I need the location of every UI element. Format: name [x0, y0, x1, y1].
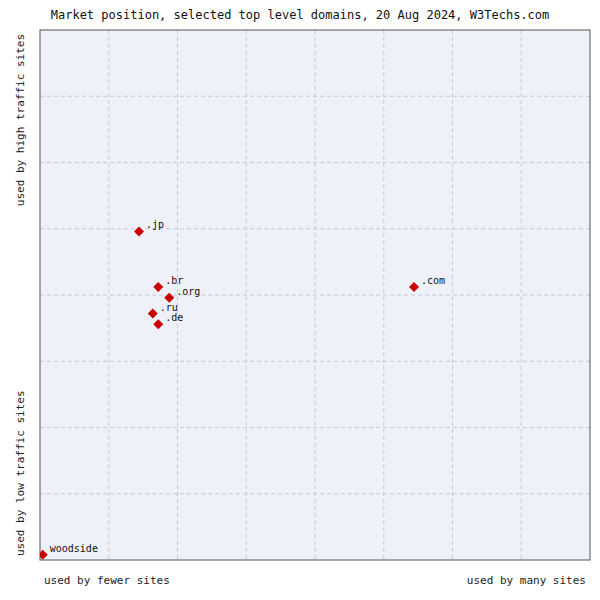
- title: Market position, selected top level doma…: [51, 8, 550, 22]
- point-label: .jp: [146, 219, 164, 230]
- chart: .jp .br.org .ru.de .com woodside Market posit…: [0, 0, 600, 600]
- point-label: .de: [165, 312, 183, 323]
- plot-frame: [40, 30, 590, 560]
- grid-line-x: [452, 30, 453, 560]
- grid-line-y: [40, 96, 590, 97]
- point: [134, 226, 144, 236]
- y-label-bottom: used by low traffic sites: [14, 390, 27, 556]
- x-label-left: used by fewer sites: [44, 574, 170, 587]
- grid-line-y: [40, 228, 590, 229]
- point: [409, 282, 419, 292]
- grid-line-y: [40, 295, 590, 296]
- point: [153, 282, 163, 292]
- point: [153, 319, 163, 329]
- grid-line-y: [40, 361, 590, 362]
- grid-line-y: [40, 493, 590, 494]
- annotations: .jp .br.org .ru.de .com woodside: [50, 219, 445, 553]
- point-label: .com: [421, 275, 445, 286]
- grid: [40, 30, 590, 560]
- point: [148, 309, 158, 319]
- grid-line-x: [108, 30, 109, 560]
- points: [40, 226, 419, 559]
- grid-line-y: [40, 162, 590, 163]
- grid-line-y: [40, 427, 590, 428]
- y-label-top: used by high traffic sites: [14, 34, 27, 206]
- point-label: .org: [176, 286, 200, 297]
- grid-line-x: [521, 30, 522, 560]
- point: [40, 550, 48, 560]
- x-label-right: used by many sites: [467, 574, 586, 587]
- plot-area: [40, 30, 590, 560]
- point-label: .br: [165, 275, 183, 286]
- point-label: .ru: [160, 302, 178, 313]
- point-label: woodside: [50, 543, 98, 554]
